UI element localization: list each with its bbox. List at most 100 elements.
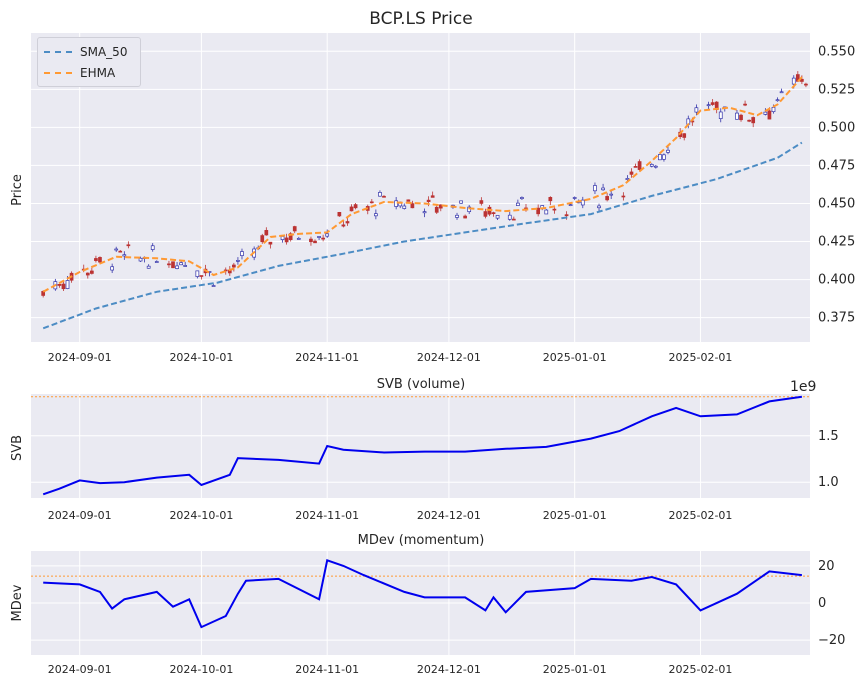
- svb-chart-title: SVB (volume): [377, 377, 466, 392]
- candle-body: [710, 102, 715, 105]
- candle-body: [706, 104, 711, 107]
- candle-body: [552, 208, 557, 211]
- candle-body: [183, 265, 188, 267]
- candle-body: [516, 202, 520, 206]
- svb-plot-area: [31, 394, 810, 498]
- candle-body: [313, 240, 317, 244]
- candle-body: [593, 185, 597, 192]
- candle-body: [85, 272, 90, 276]
- mdev-x-tick-labels: 2024-09-01 2024-10-01 2024-11-01 2024-12-01…: [48, 663, 733, 676]
- candle-body: [434, 206, 439, 213]
- price-plot-area: [31, 33, 810, 342]
- price-legend: SMA_50 EHMA: [37, 37, 141, 87]
- candle-body: [658, 154, 662, 161]
- candle-body: [779, 91, 784, 94]
- candle-body: [341, 224, 346, 227]
- candle-body: [402, 205, 407, 209]
- candle-body: [637, 161, 642, 170]
- x-tick-label: 2025-02-01: [668, 351, 732, 364]
- mdev-line: [43, 558, 803, 629]
- price-y-axis-label: Price: [10, 174, 25, 206]
- candle-body: [800, 78, 804, 82]
- candle-body: [337, 212, 342, 217]
- legend-label-sma-50: SMA_50: [80, 45, 128, 59]
- y-tick-label: 1.0: [818, 475, 839, 490]
- candle-body: [791, 77, 796, 85]
- mdev-y-tick-labels: −20 0 20: [818, 559, 845, 648]
- y-tick-label: 0.500: [818, 120, 855, 135]
- candle-body: [268, 241, 273, 245]
- candle-body: [369, 201, 374, 204]
- svb-offset-label: 1e9: [790, 379, 816, 395]
- y-tick-label: 0.400: [818, 273, 855, 288]
- candle-body: [90, 270, 94, 274]
- candle-body: [662, 154, 666, 160]
- candle-body: [520, 197, 524, 199]
- candle-body: [406, 199, 411, 202]
- candle-body: [479, 200, 484, 204]
- y-tick-label: 1.5: [818, 429, 839, 444]
- candle-body: [382, 195, 386, 198]
- candle-body: [292, 226, 297, 232]
- legend-swatch-ehma: [44, 72, 72, 74]
- candle-body: [609, 193, 614, 196]
- candle-body: [438, 204, 443, 209]
- svb-line: [42, 395, 803, 496]
- candle-body: [240, 251, 244, 256]
- y-tick-label: 0.450: [818, 196, 855, 211]
- candle-body: [150, 245, 155, 250]
- candle-body: [597, 205, 601, 209]
- candle-body: [633, 166, 638, 168]
- candle-body: [349, 206, 354, 212]
- candle-body: [763, 111, 768, 115]
- candle-body: [94, 258, 98, 261]
- x-tick-label: 2024-10-01: [169, 663, 233, 676]
- x-tick-label: 2024-09-01: [48, 351, 112, 364]
- mdev-gridlines: [31, 551, 810, 655]
- candle-body: [804, 83, 808, 86]
- candle-body: [495, 215, 500, 219]
- candle-body: [653, 165, 658, 168]
- candle-body: [775, 99, 780, 102]
- price-candles: [41, 71, 808, 298]
- x-tick-label: 2025-02-01: [668, 663, 732, 676]
- candle-body: [629, 171, 634, 175]
- candle-body: [544, 209, 549, 215]
- candle-body: [572, 197, 577, 199]
- sma-50-line: [42, 141, 803, 330]
- candle-body: [126, 244, 131, 247]
- candle-body: [374, 213, 378, 217]
- price-chart-title: BCP.LS Price: [369, 9, 472, 29]
- candle-body: [751, 117, 756, 124]
- candle-body: [747, 119, 751, 122]
- candle-body: [325, 233, 330, 237]
- candle-body: [463, 215, 467, 219]
- x-tick-label: 2024-12-01: [417, 509, 481, 522]
- candle-body: [345, 221, 350, 224]
- candle-body: [236, 260, 240, 262]
- candle-body: [564, 214, 569, 217]
- candle-body: [682, 133, 687, 138]
- x-tick-label: 2024-10-01: [169, 509, 233, 522]
- candle-body: [649, 164, 654, 167]
- legend-item-sma-50: SMA_50: [44, 42, 127, 62]
- candle-body: [743, 103, 747, 106]
- x-tick-label: 2025-02-01: [668, 509, 732, 522]
- candle-body: [321, 237, 325, 240]
- candle-body: [621, 195, 626, 198]
- candle-body: [422, 211, 427, 214]
- candle-body: [767, 110, 772, 120]
- candle-body: [507, 214, 512, 220]
- candle-body: [171, 261, 175, 269]
- candle-body: [666, 149, 670, 153]
- candle-body: [491, 212, 496, 214]
- legend-label-ehma: EHMA: [80, 66, 116, 80]
- x-tick-label: 2024-12-01: [417, 663, 481, 676]
- candle-body: [410, 203, 415, 209]
- y-tick-label: 0.525: [818, 82, 855, 97]
- y-tick-label: −20: [818, 633, 845, 648]
- candle-body: [739, 114, 743, 121]
- x-tick-label: 2024-09-01: [48, 663, 112, 676]
- x-tick-label: 2024-09-01: [48, 509, 112, 522]
